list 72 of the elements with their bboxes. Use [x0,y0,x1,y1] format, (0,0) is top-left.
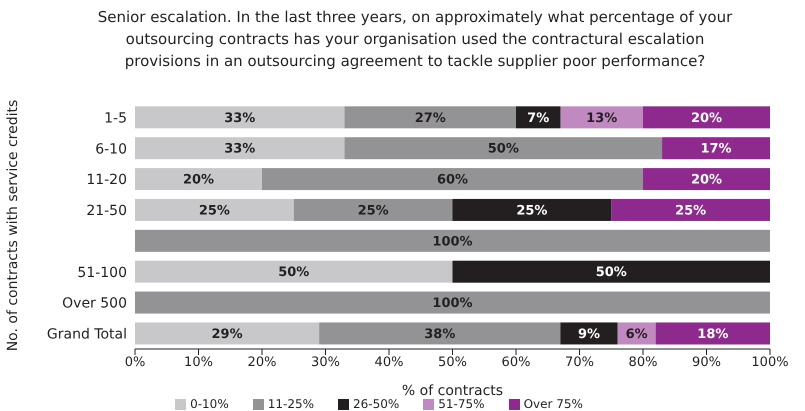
data-label: 29% [212,326,243,342]
bar [662,137,770,160]
bar [294,198,452,221]
bar [560,322,618,344]
data-label: 50% [278,265,310,280]
x-tick-label: 0% [124,355,146,370]
legend-label: 51-75% [438,397,485,411]
data-label: 25% [516,203,548,218]
bar [319,322,560,344]
data-label: 33% [224,110,256,126]
data-label: 25% [358,203,389,218]
data-label: 6% [626,326,648,342]
x-tick-label: 20% [248,355,276,370]
legend-label: 0-10% [190,397,229,411]
legend-label: 26-50% [353,397,400,411]
data-label: 20% [690,110,722,126]
data-label: 25% [675,203,706,218]
data-label: 17% [700,142,732,157]
data-label: 100% [432,234,473,250]
data-label: 27% [414,110,446,126]
data-label: 50% [488,142,519,157]
chart-title: Senior escalation. In the last three years, on approximately what percentage of your outsourcing contracts has your organisation used the contractural escalation provisions in an outsourcing agreement to tackle supplier poor performance? [96,7,734,72]
data-label: 60% [436,172,468,188]
x-tick-label: 10% [184,355,213,370]
y-tick-label: 21-50 [86,203,127,220]
legend-label: Over 75% [524,397,583,411]
bar [611,198,770,221]
y-tick-label: Over 500 [62,296,127,312]
data-label: 20% [690,172,722,188]
data-label: 38% [424,326,456,342]
x-tick-label: 80% [628,355,658,370]
x-tick-label: 100% [751,355,789,370]
bar [452,260,770,283]
x-tick-label: 90% [692,355,721,370]
data-label: 7% [527,110,550,126]
data-label: 25% [198,203,230,218]
x-axis-title: % of contracts [402,383,504,399]
bar [135,168,262,190]
x-tick-label: 70% [565,355,594,370]
bar [135,230,770,252]
bar [135,292,770,314]
data-label: 33% [224,142,256,157]
bar [344,137,662,160]
bar [643,106,770,128]
bar [135,260,452,283]
bar [643,168,770,190]
data-label: 100% [432,296,473,312]
bar [135,198,294,221]
bar [135,106,345,128]
x-tick-label: 30% [311,355,340,370]
bar [135,322,320,344]
data-label: 18% [697,326,728,342]
y-tick-label: 1-5 [104,110,127,126]
y-tick-label: 6-10 [95,141,127,158]
bar [656,322,770,344]
y-axis-title: No. of contracts with service credits [4,100,21,352]
y-tick-label: Grand Total [46,326,127,343]
legend-label: 11-25% [268,397,314,411]
x-tick-label: 40% [374,355,404,370]
y-tick-label: 51-100 [77,264,127,281]
y-tick-label: 11-20 [86,172,127,188]
data-label: 50% [596,265,627,280]
bar [452,198,612,221]
x-tick-label: 60% [502,355,530,370]
bar [344,106,516,128]
x-tick-label: 50% [438,355,467,370]
data-label: 9% [578,326,600,342]
bar [135,137,345,160]
bar [560,106,643,128]
data-label: 20% [182,172,214,188]
data-label: 13% [586,110,618,126]
bar [262,168,643,190]
